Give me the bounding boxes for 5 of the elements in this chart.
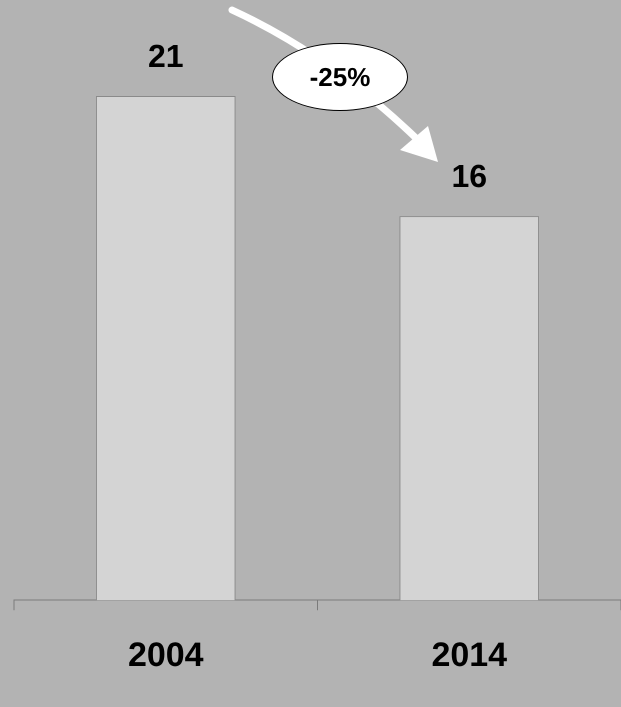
- oval-label: -25%: [272, 43, 408, 111]
- data-label: 16: [451, 158, 488, 194]
- x-tick-label: 2014: [431, 636, 508, 674]
- x-tick-label: 2004: [128, 636, 204, 674]
- data-label: 21: [148, 38, 184, 74]
